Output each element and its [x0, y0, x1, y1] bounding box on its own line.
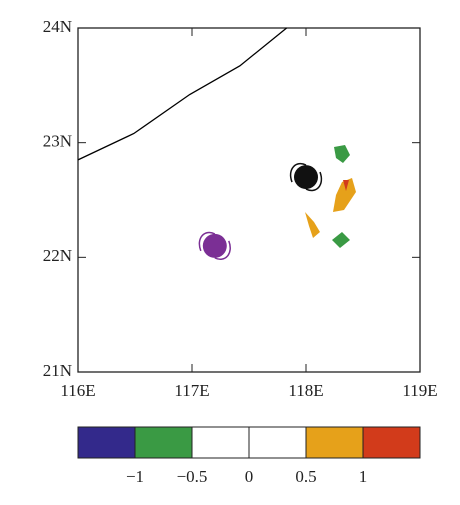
colorbar-box — [191, 426, 250, 459]
colorbar-box — [77, 426, 136, 459]
y-tick-label: 22N — [43, 246, 72, 265]
coastline — [77, 27, 288, 161]
typhoon-spiral — [289, 163, 323, 192]
colorbar-box — [305, 426, 364, 459]
colorbar-box — [362, 426, 421, 459]
colorbar-label: 0 — [245, 467, 254, 486]
colorbar-label: 1 — [359, 467, 368, 486]
typhoon-spiral — [198, 231, 231, 260]
y-tick-label: 21N — [43, 361, 72, 380]
x-tick-label: 118E — [288, 381, 323, 400]
anomaly-patches — [305, 145, 356, 248]
patch — [332, 232, 350, 248]
colorbar-box — [248, 426, 307, 459]
colorbar-box — [134, 426, 193, 459]
typhoon-symbol — [202, 233, 227, 258]
patch — [333, 178, 356, 212]
y-tick-label: 23N — [43, 132, 72, 151]
colorbar-label: 0.5 — [295, 467, 316, 486]
x-tick-label: 117E — [174, 381, 209, 400]
patch — [343, 180, 349, 191]
typhoon-symbol — [294, 165, 318, 190]
patch — [305, 212, 320, 238]
map-frame — [77, 27, 421, 373]
y-tick-label: 24N — [43, 17, 72, 36]
x-tick-label: 116E — [60, 381, 95, 400]
patch — [334, 145, 350, 163]
colorbar-label: −0.5 — [177, 467, 208, 486]
colorbar-label: −1 — [126, 467, 144, 486]
x-tick-label: 119E — [402, 381, 437, 400]
